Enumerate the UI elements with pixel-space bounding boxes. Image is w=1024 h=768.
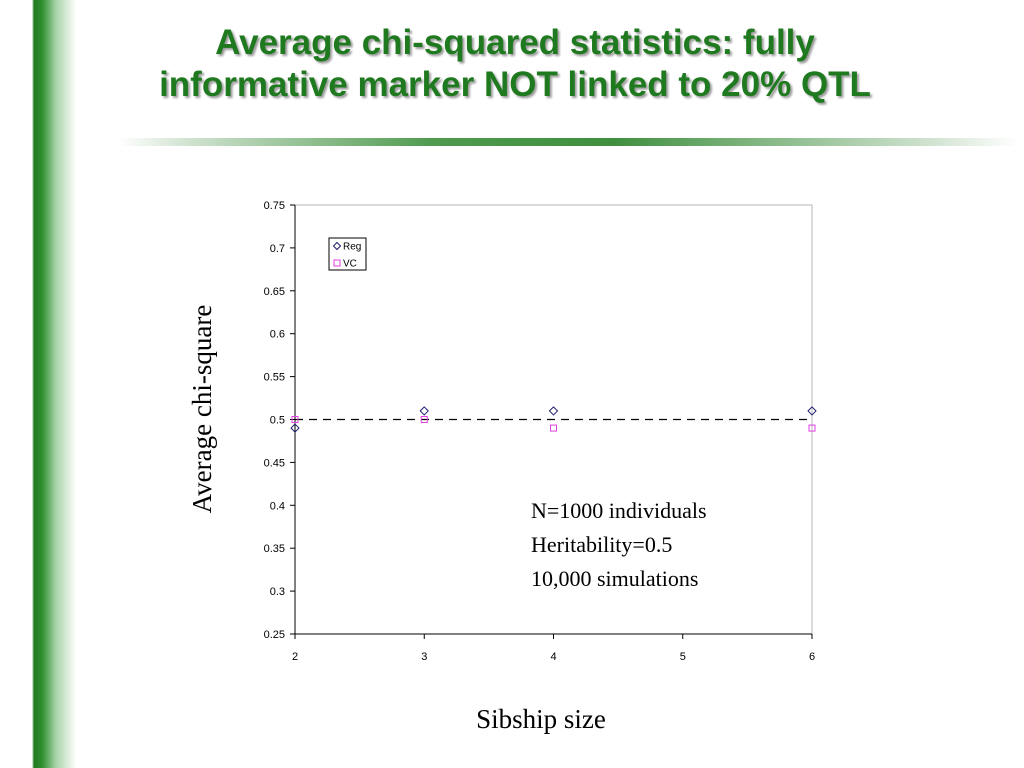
x-tick-label: 3	[421, 651, 427, 663]
y-tick-label: 0.75	[264, 200, 285, 212]
slide-title-line-2: informative marker NOT linked to 20% QTL	[159, 65, 871, 104]
title-divider	[118, 138, 1018, 146]
y-tick-label: 0.45	[264, 457, 285, 469]
data-point-reg	[807, 406, 817, 416]
y-axis-title: Average chi-square	[187, 305, 217, 514]
y-tick-label: 0.65	[264, 286, 285, 298]
data-point-reg	[548, 406, 559, 416]
x-tick-label: 5	[680, 651, 686, 663]
data-point-vc	[291, 416, 299, 423]
x-tick-label: 6	[809, 651, 815, 663]
legend-box	[328, 237, 367, 271]
y-tick-label: 0.4	[270, 500, 285, 512]
y-axis-ticks: 0.25 0.3 0.35 0.4 0.45 0.5 0.55 0.6 0.65 0.7 0.75	[264, 200, 295, 641]
data-point-vc	[550, 424, 557, 432]
x-axis-ticks: 2 3 4 5 6	[292, 634, 815, 663]
legend-reg-label: Reg	[343, 242, 361, 253]
y-tick-label: 0.6	[270, 329, 285, 341]
y-tick-label: 0.35	[264, 543, 285, 555]
data-point-vc	[808, 424, 816, 432]
x-axis-title: Sibship size	[476, 704, 606, 734]
y-tick-label: 0.7	[270, 243, 285, 255]
x-tick-label: 2	[292, 651, 298, 663]
data-points	[290, 406, 817, 433]
x-tick-label: 4	[550, 651, 556, 663]
legend-reg-marker	[332, 241, 342, 251]
slide-title: Average chi-squared statistics: fully in…	[95, 22, 935, 106]
legend-vc-marker	[333, 259, 341, 267]
legend: Reg VC	[328, 237, 367, 271]
annotation-line-2: Heritability=0.5	[531, 532, 672, 557]
data-point-reg	[290, 423, 300, 433]
y-tick-label: 0.3	[270, 586, 285, 598]
legend-vc-label: VC	[343, 259, 357, 270]
y-tick-label: 0.55	[264, 372, 285, 384]
y-tick-label: 0.25	[264, 629, 285, 641]
annotation-line-1: N=1000 individuals	[531, 498, 707, 523]
y-tick-label: 0.5	[270, 415, 285, 427]
left-accent-bar	[0, 0, 80, 768]
annotation-line-3: 10,000 simulations	[531, 566, 698, 591]
data-point-vc	[420, 416, 428, 423]
data-point-reg	[419, 406, 429, 416]
slide-title-line-1: Average chi-squared statistics: fully	[215, 23, 815, 62]
